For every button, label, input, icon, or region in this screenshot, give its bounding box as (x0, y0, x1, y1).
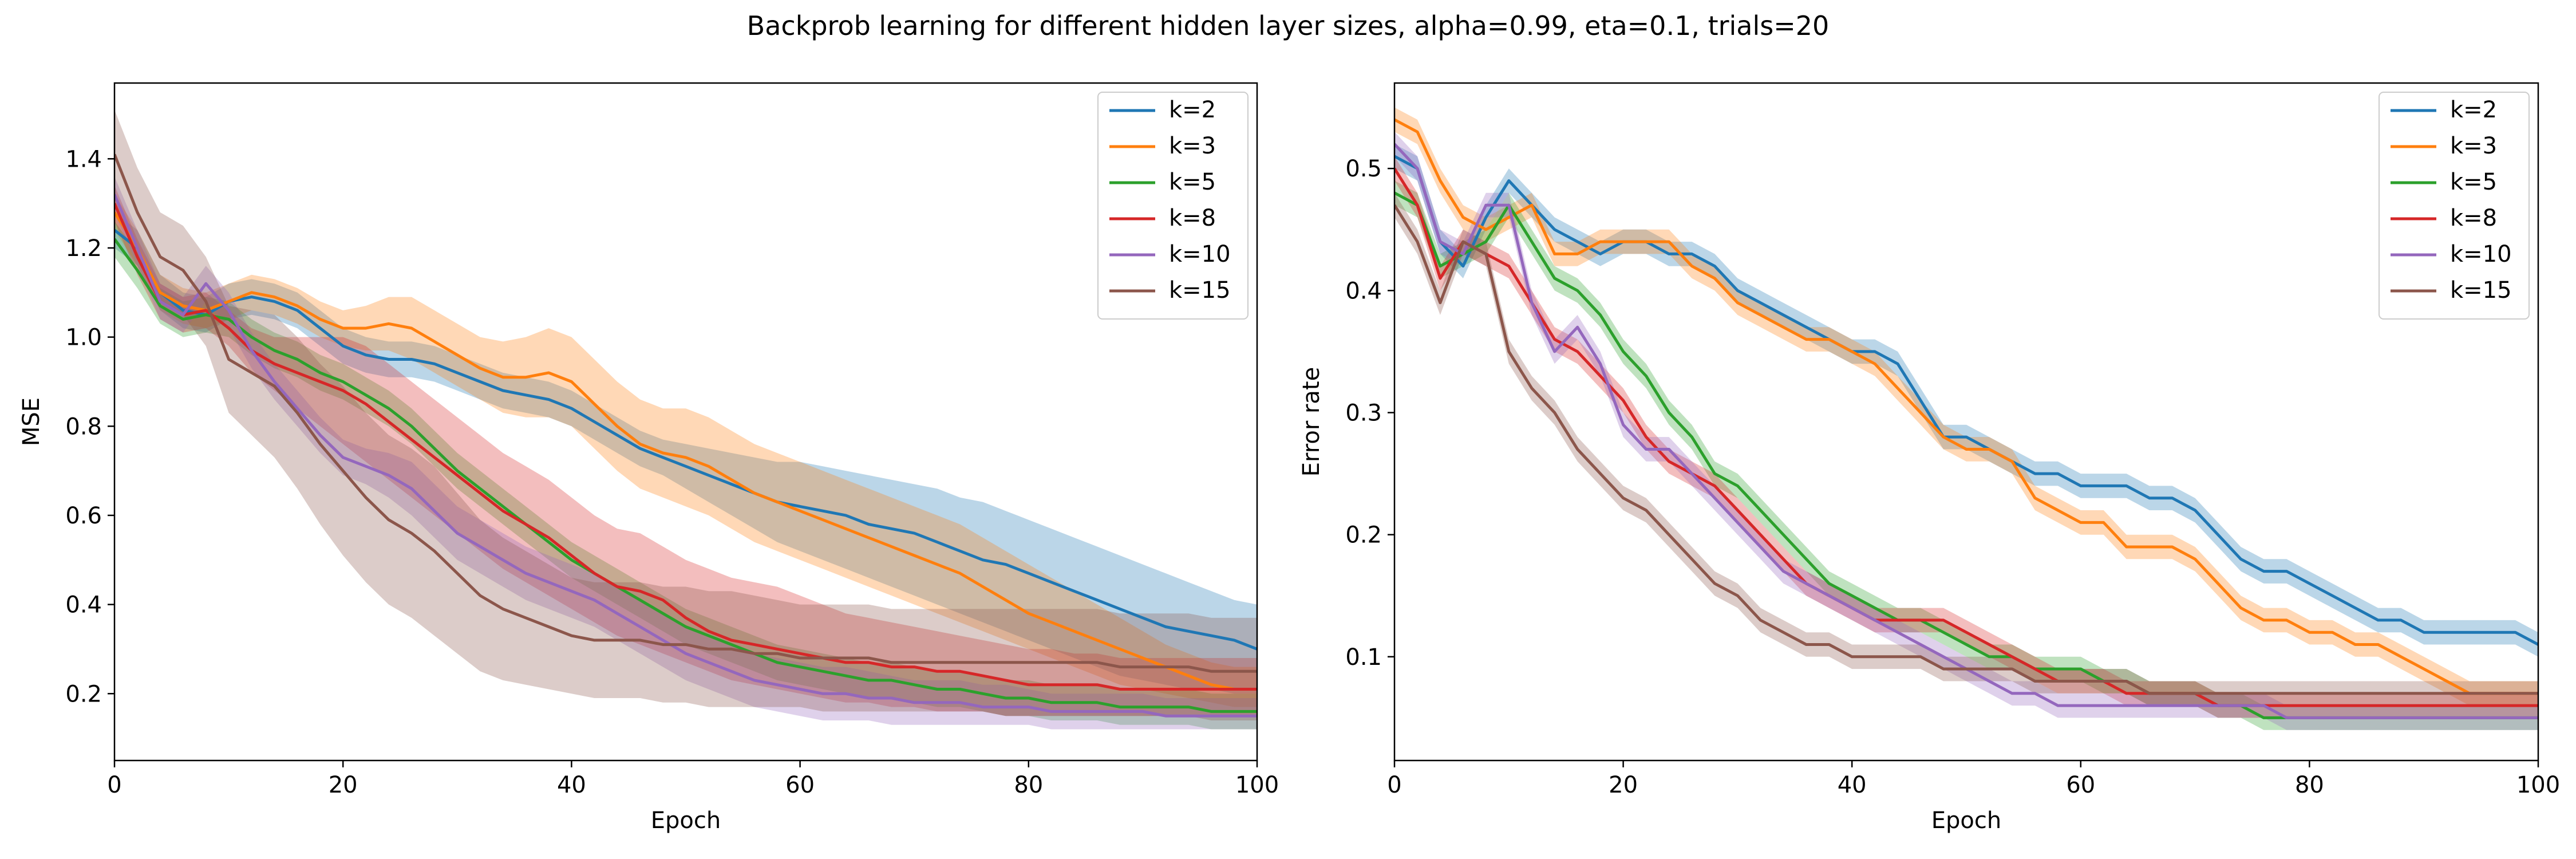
series-line-k=5 (114, 238, 1257, 713)
y-tick-label: 0.1 (1345, 644, 1382, 671)
x-tick-label: 60 (785, 772, 815, 798)
legend-label: k=5 (2450, 169, 2497, 195)
y-tick-label: 1.0 (65, 325, 102, 351)
legend-label: k=8 (2450, 205, 2497, 231)
figure-title: Backprob learning for different hidden l… (746, 10, 1830, 41)
band-k=10 (1394, 132, 2538, 730)
series-line-k=10 (114, 194, 1257, 718)
x-axis-label: Epoch (651, 807, 721, 834)
band-k=2 (1394, 144, 2538, 657)
plot-area-2 (1388, 82, 2539, 767)
series-line-k=2 (114, 228, 1257, 651)
band-k=2 (114, 212, 1257, 694)
y-tick-label: 0.4 (65, 592, 102, 618)
y-tick-label: 1.2 (65, 235, 102, 262)
y-tick-label: 0.6 (65, 503, 102, 529)
legend-label: k=2 (2450, 97, 2497, 123)
x-axis-label: Epoch (1931, 807, 2001, 834)
y-axis-label: Error rate (1298, 367, 1325, 476)
x-tick-label: 20 (329, 772, 358, 798)
legend: k=2 k=3 k=5 k=8 k=10 k=15 (2379, 92, 2530, 320)
legend-label: k=3 (2450, 133, 2497, 159)
series-line-k=8 (114, 203, 1257, 691)
series-line-k=3 (114, 211, 1257, 691)
y-tick-label: 0.8 (65, 413, 102, 440)
series-line-k=2 (1394, 155, 2538, 646)
plot-area-1 (108, 82, 1258, 767)
x-tick-label: 100 (1235, 772, 1279, 798)
y-tick-label: 0.2 (65, 681, 102, 707)
axes-frame (113, 82, 1258, 762)
y-tick-label: 0.5 (1345, 156, 1382, 182)
x-tick-label: 20 (1609, 772, 1638, 798)
legend-label: k=10 (2450, 241, 2512, 267)
legend-label: k=3 (1169, 133, 1216, 159)
series-line-k=3 (1394, 118, 2538, 695)
x-tick-label: 80 (1014, 772, 1043, 798)
series-line-k=8 (1394, 167, 2538, 707)
legend-label: k=15 (2450, 277, 2512, 304)
x-tick-label: 80 (2295, 772, 2324, 798)
axes-frame (1393, 82, 2539, 762)
series-line-k=15 (114, 153, 1257, 673)
legend-label: k=2 (1169, 97, 1216, 123)
y-tick-label: 0.4 (1345, 278, 1382, 304)
y-axis-label: MSE (18, 397, 45, 446)
x-tick-label: 40 (1838, 772, 1867, 798)
legend-label: k=8 (1169, 205, 1216, 231)
legend-box (1097, 92, 1249, 320)
x-tick-label: 40 (557, 772, 586, 798)
x-tick-label: 60 (2066, 772, 2095, 798)
legend-box (2379, 92, 2530, 320)
x-tick-label: 0 (107, 772, 121, 798)
legend-label: k=15 (1169, 277, 1231, 304)
y-tick-label: 0.2 (1345, 522, 1382, 549)
series-line-k=15 (1394, 204, 2538, 695)
legend-label: k=10 (1169, 241, 1231, 267)
y-tick-label: 1.4 (65, 146, 102, 172)
legend: k=2 k=3 k=5 k=8 k=10 k=15 (1097, 92, 1249, 320)
x-tick-label: 100 (2516, 772, 2560, 798)
band-k=3 (1394, 107, 2538, 706)
band-k=15 (114, 109, 1257, 721)
legend-label: k=5 (1169, 169, 1216, 195)
band-k=8 (114, 186, 1257, 716)
y-tick-label: 0.3 (1345, 400, 1382, 427)
x-tick-label: 0 (1387, 772, 1401, 798)
band-k=10 (114, 176, 1257, 730)
